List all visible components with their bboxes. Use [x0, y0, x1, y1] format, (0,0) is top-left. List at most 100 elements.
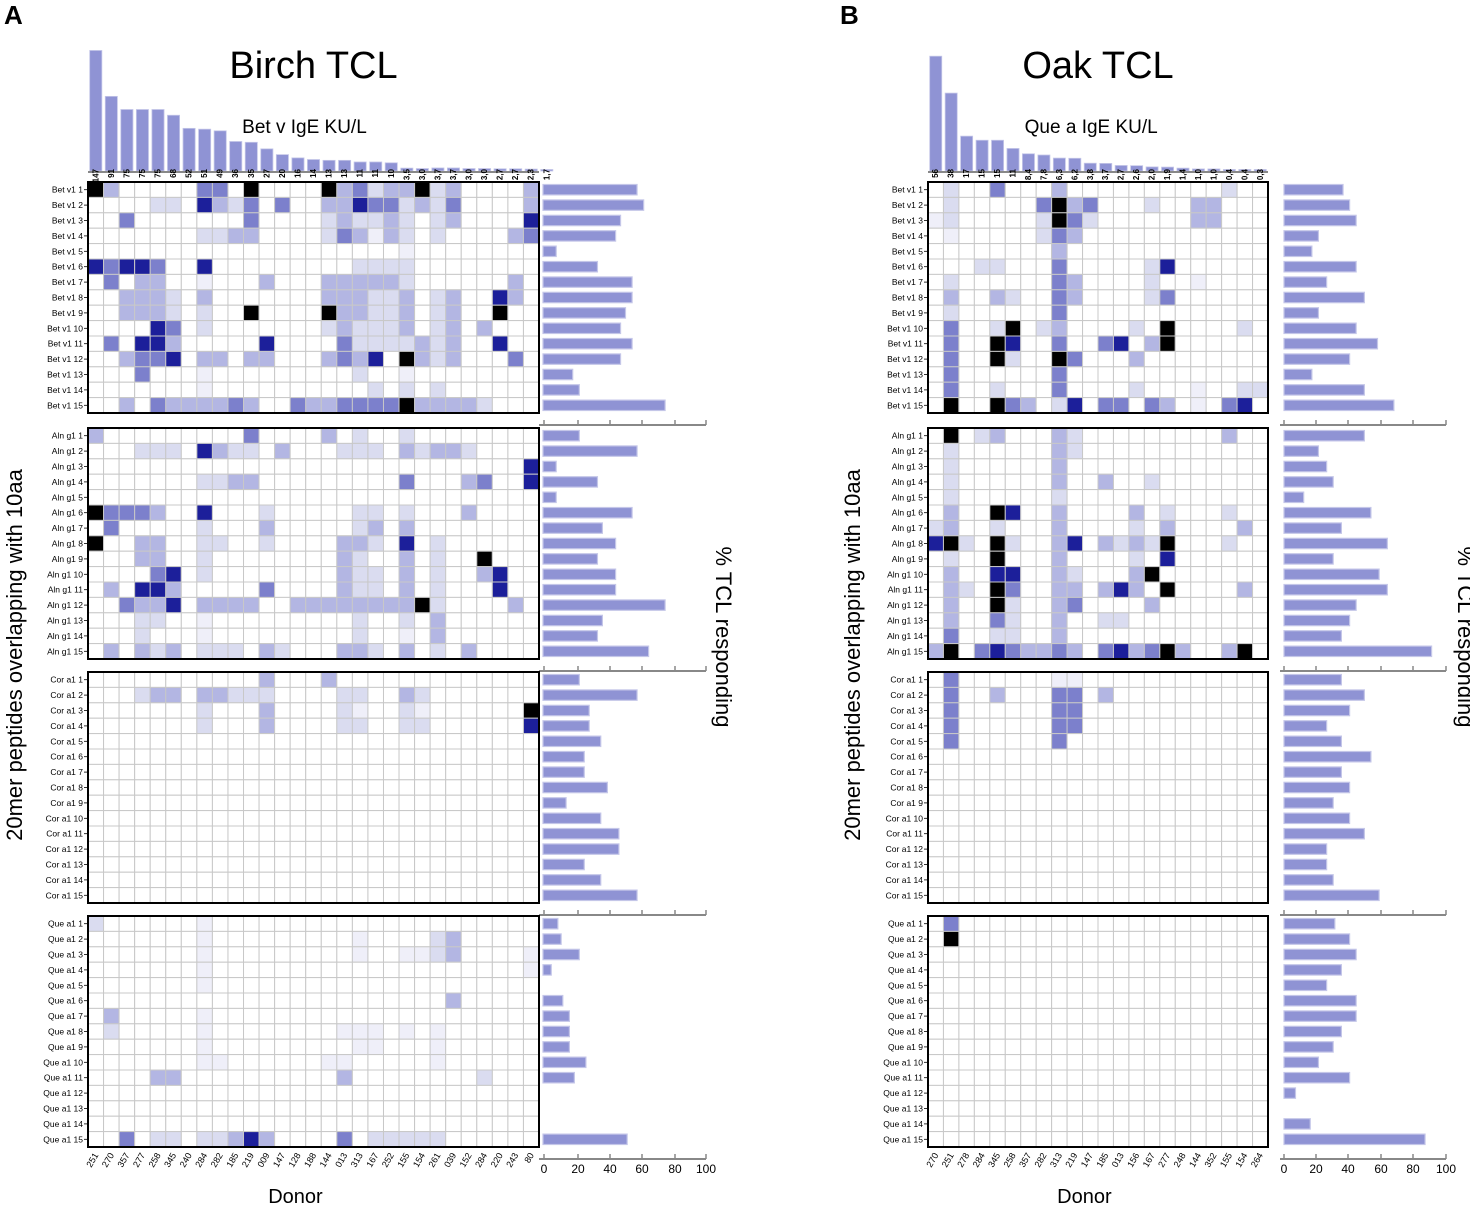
- heat-cell: [165, 686, 182, 704]
- ige-bar: [89, 50, 103, 172]
- heat-cell: [476, 427, 493, 444]
- heat-cell: [1252, 335, 1269, 352]
- heat-cell: [1128, 304, 1145, 322]
- heat-cell: [87, 733, 105, 750]
- heat-cell: [522, 350, 540, 368]
- heat-cell: [305, 427, 322, 444]
- heat-cell: [1004, 581, 1022, 598]
- heat-cell: [491, 289, 509, 306]
- heat-cell: [522, 1023, 540, 1040]
- heat-cell: [1221, 961, 1238, 979]
- heat-cell: [1190, 779, 1207, 796]
- heat-cell: [1236, 289, 1254, 306]
- heat-cell: [1051, 794, 1068, 812]
- heat-cell: [1205, 243, 1223, 260]
- heat-cell: [476, 212, 493, 229]
- heat-cell: [1252, 856, 1269, 873]
- heat-cell: [382, 748, 400, 765]
- heat-cell: [180, 810, 198, 827]
- heat-cell: [958, 366, 975, 383]
- heat-cell: [989, 504, 1006, 521]
- heat-cell: [1051, 717, 1068, 735]
- ige-bar: [135, 109, 149, 172]
- heat-cell: [1205, 748, 1223, 765]
- peptide-label: Bet v1 14: [887, 385, 923, 395]
- heat-cell: [414, 366, 431, 383]
- heat-cell: [460, 489, 478, 506]
- heat-cell: [1128, 643, 1145, 660]
- heat-cell: [103, 442, 120, 460]
- heat-cell: [491, 1131, 509, 1148]
- heat-cell: [1205, 1069, 1223, 1086]
- heat-cell: [507, 196, 524, 214]
- heat-cell: [522, 871, 540, 889]
- heat-cell: [382, 915, 400, 932]
- heat-cell: [165, 581, 182, 598]
- heat-cell: [1004, 427, 1022, 444]
- heat-cell: [507, 1023, 524, 1040]
- heat-cell: [1221, 596, 1238, 614]
- heat-cell: [305, 596, 322, 614]
- heat-cell: [134, 458, 151, 475]
- heat-cell: [927, 1007, 944, 1025]
- heat-cell: [1066, 977, 1084, 994]
- heat-cell: [460, 335, 478, 352]
- heat-cell: [134, 227, 151, 245]
- heat-cell: [351, 196, 369, 214]
- heat-cell: [289, 1054, 307, 1071]
- heat-cell: [87, 763, 105, 781]
- peptide-label: Aln g1 3: [892, 462, 923, 472]
- heat-cell: [1020, 887, 1037, 904]
- heat-cell: [522, 825, 540, 842]
- heat-cell: [305, 335, 322, 352]
- heat-cell: [1190, 794, 1207, 812]
- heat-cell: [351, 212, 369, 229]
- heat-cell: [165, 320, 182, 337]
- heat-cell: [134, 212, 151, 229]
- heat-cell: [1112, 304, 1130, 322]
- heat-cell: [1097, 1115, 1114, 1133]
- heat-cell: [305, 612, 322, 629]
- heat-cell: [211, 612, 229, 629]
- heat-cell: [1143, 1054, 1161, 1071]
- heat-cell: [289, 504, 307, 521]
- ige-value-label: 1,0: [1194, 168, 1203, 180]
- donor-label: 185: [1094, 1151, 1110, 1169]
- x-axis-label: Donor: [268, 1186, 323, 1206]
- heat-cell: [1190, 335, 1207, 352]
- heat-cell: [1004, 273, 1022, 291]
- heat-cell: [165, 196, 182, 214]
- heat-cell: [382, 1084, 400, 1102]
- heat-cell: [134, 535, 151, 552]
- percent-bar: [1283, 276, 1328, 288]
- heat-cell: [1082, 686, 1099, 704]
- heat-cell: [942, 550, 960, 568]
- heat-cell: [460, 366, 478, 383]
- heat-cell: [1236, 748, 1254, 765]
- heat-cell: [1128, 335, 1145, 352]
- heat-cell: [1112, 366, 1130, 383]
- heat-cell: [1004, 977, 1022, 994]
- heat-cell: [942, 856, 960, 873]
- heat-cell: [445, 748, 462, 765]
- heat-cell: [445, 535, 462, 552]
- heat-cell: [1236, 381, 1254, 399]
- heat-cell: [1004, 550, 1022, 568]
- heat-cell: [87, 273, 105, 291]
- peptide-label: Cor a1 15: [886, 890, 924, 900]
- heat-cell: [227, 535, 245, 552]
- heat-cell: [460, 992, 478, 1009]
- heat-cell: [1035, 1038, 1053, 1056]
- heat-cell: [445, 930, 462, 948]
- panel-letter: B: [840, 0, 859, 30]
- heat-cell: [414, 335, 431, 352]
- heat-cell: [165, 273, 182, 291]
- heat-cell: [258, 258, 276, 275]
- heat-cell: [460, 1069, 478, 1086]
- heat-cell: [1035, 871, 1053, 889]
- heat-cell: [522, 304, 540, 322]
- heat-cell: [305, 930, 322, 948]
- heat-cell: [445, 243, 462, 260]
- donor-label: 167: [364, 1151, 380, 1169]
